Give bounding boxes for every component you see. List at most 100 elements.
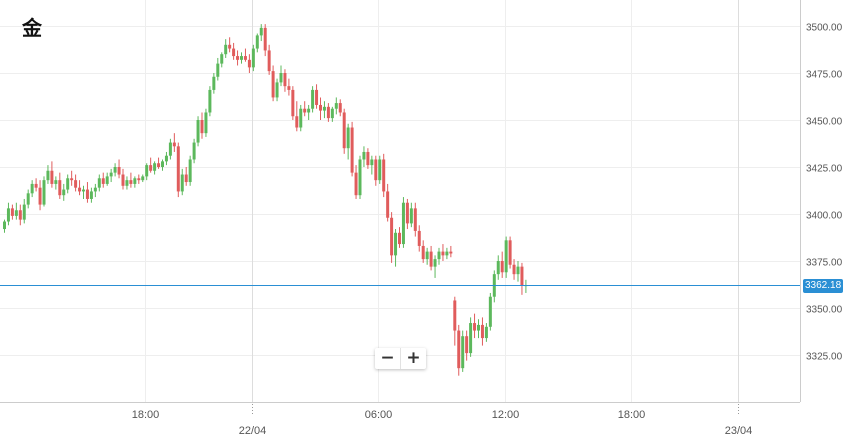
candle-body — [26, 193, 30, 205]
candle-body — [58, 180, 62, 196]
candle-body — [488, 296, 492, 327]
candle-body — [469, 323, 473, 354]
candle — [405, 198, 409, 230]
candle — [157, 157, 161, 169]
candle — [311, 86, 315, 113]
candle — [437, 247, 441, 265]
candle-body — [82, 189, 85, 192]
candle — [279, 65, 283, 87]
candle-body — [208, 89, 212, 113]
candle-body — [3, 221, 6, 230]
candle-body — [283, 73, 287, 87]
candle — [164, 151, 168, 166]
candle-body — [484, 326, 488, 339]
candle-body — [461, 336, 465, 369]
candle — [382, 153, 386, 198]
candle — [267, 44, 271, 75]
candle-body — [89, 191, 93, 199]
candle — [161, 159, 164, 171]
candle-body — [184, 174, 188, 183]
candle — [259, 24, 263, 42]
candle — [153, 161, 157, 175]
candle — [342, 108, 346, 154]
candle — [93, 183, 97, 198]
candle-body — [449, 251, 453, 254]
candle — [14, 202, 18, 220]
candle-body — [38, 187, 42, 205]
zoom-in-button[interactable]: + — [400, 348, 426, 369]
candle — [287, 78, 291, 96]
candle-body — [390, 217, 394, 256]
candle-body — [433, 259, 437, 267]
candle-body — [101, 178, 105, 184]
candle — [78, 180, 82, 196]
candle — [129, 172, 133, 188]
candle — [484, 323, 488, 342]
candle-body — [113, 167, 117, 173]
current-price-label: 3362.18 — [803, 278, 844, 293]
candle — [374, 155, 378, 186]
candle — [465, 330, 469, 361]
candle-body — [295, 116, 299, 128]
candle — [500, 251, 504, 278]
candle-body — [366, 151, 370, 166]
candle-body — [74, 180, 78, 188]
candle — [445, 247, 449, 260]
candle-body — [500, 261, 504, 273]
y-tick-label: 3325.00 — [806, 352, 843, 363]
candle-body — [216, 63, 220, 77]
zoom-out-button[interactable]: − — [380, 348, 395, 368]
candle — [58, 172, 62, 199]
candle — [54, 176, 58, 190]
candle-body — [125, 180, 129, 186]
candle-body — [141, 176, 145, 181]
candle — [3, 219, 6, 233]
candle — [196, 116, 200, 147]
candle-body — [18, 210, 22, 220]
candle — [38, 180, 42, 211]
candle — [240, 52, 243, 64]
candle — [168, 138, 172, 160]
candle-body — [421, 245, 425, 260]
candle — [457, 324, 461, 376]
candle-body — [504, 240, 508, 273]
candle-body — [22, 204, 26, 220]
candle-body — [78, 187, 82, 192]
candle-body — [465, 336, 469, 354]
candle — [200, 112, 204, 139]
candle-body — [267, 50, 271, 72]
candle-body — [319, 104, 322, 111]
candle-body — [137, 178, 141, 181]
candle — [105, 172, 109, 186]
candle-body — [46, 170, 50, 181]
candle-body — [473, 323, 477, 331]
candle-body — [62, 189, 66, 196]
candle — [512, 259, 516, 280]
candle — [109, 168, 113, 183]
candle-body — [413, 208, 417, 231]
candle-body — [311, 89, 315, 109]
candle — [216, 57, 220, 81]
candle-body — [453, 300, 457, 331]
candle-body — [157, 163, 161, 167]
candle — [141, 174, 145, 183]
candle-body — [370, 159, 374, 166]
candle — [263, 24, 267, 57]
candle — [346, 123, 350, 160]
candle-body — [10, 208, 14, 216]
candle — [354, 165, 358, 199]
candle-body — [236, 56, 240, 60]
candle-body — [291, 89, 295, 117]
candle — [243, 48, 247, 62]
candle — [291, 86, 295, 120]
x-tick-label: 06:00 — [365, 409, 393, 421]
candle — [307, 104, 311, 120]
candle — [42, 176, 46, 207]
y-tick-label: 3375.00 — [806, 258, 843, 269]
candle — [449, 245, 453, 258]
candle — [401, 197, 405, 248]
candle — [299, 104, 303, 132]
candle — [192, 138, 196, 164]
